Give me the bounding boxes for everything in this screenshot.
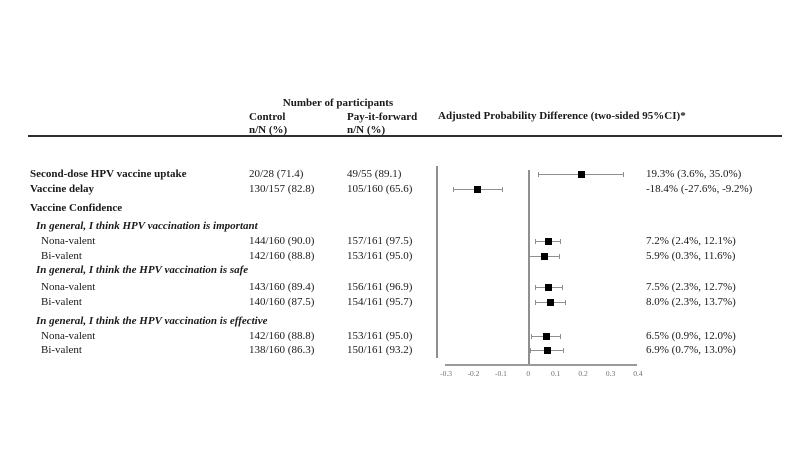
row-label: Vaccine delay <box>30 183 95 195</box>
row-label: Bi-valent <box>41 344 82 356</box>
estimate-marker <box>544 238 552 245</box>
ci-text: 6.5% (0.9%, 12.0%) <box>646 330 736 342</box>
payforward-value: 156/161 (96.9) <box>347 281 413 293</box>
estimate-marker <box>545 284 553 291</box>
zero-reference-line <box>528 170 530 365</box>
payforward-column-subheader: n/N (%) <box>347 124 386 136</box>
plot-left-frame-line <box>436 166 438 358</box>
row-label: Nona-valent <box>41 281 96 293</box>
payforward-column-header: Pay-it-forward <box>347 111 418 123</box>
control-value: 138/160 (86.3) <box>249 344 315 356</box>
estimate-marker <box>577 171 585 178</box>
ci-cap-right <box>559 254 561 259</box>
ci-cap-right <box>562 348 564 353</box>
ci-cap-left <box>534 285 536 290</box>
ci-text: 7.2% (2.4%, 12.1%) <box>646 235 736 247</box>
estimate-marker <box>543 347 551 354</box>
control-value: 130/157 (82.8) <box>249 183 315 195</box>
payforward-value: 105/160 (65.6) <box>347 183 413 195</box>
x-axis-tick-label: 0.1 <box>551 369 561 378</box>
payforward-value: 157/161 (97.5) <box>347 235 413 247</box>
x-axis-tick-label: 0.3 <box>605 369 616 378</box>
ci-text: 19.3% (3.6%, 35.0%) <box>646 168 742 180</box>
control-value: 144/160 (90.0) <box>249 235 315 247</box>
payforward-value: 153/161 (95.0) <box>347 250 413 262</box>
ci-cap-right <box>564 300 566 305</box>
x-axis-tick-label: -0.2 <box>467 369 480 378</box>
ci-cap-right <box>560 239 562 244</box>
estimate-marker <box>474 186 482 193</box>
ci-cap-left <box>530 334 532 339</box>
ci-cap-right <box>502 187 504 192</box>
ci-text: 5.9% (0.3%, 11.6%) <box>646 250 736 262</box>
control-value: 142/160 (88.8) <box>249 250 315 262</box>
ci-text: 8.0% (2.3%, 13.7%) <box>646 296 736 308</box>
control-value: 142/160 (88.8) <box>249 330 315 342</box>
x-axis-tick-label: -0.3 <box>440 369 453 378</box>
ci-cap-right <box>562 285 564 290</box>
estimate-marker <box>546 299 554 306</box>
estimate-marker <box>542 333 550 340</box>
ci-cap-left <box>534 239 536 244</box>
ci-text: 7.5% (2.3%, 12.7%) <box>646 281 736 293</box>
row-label: Nona-valent <box>41 330 96 342</box>
ci-text: 6.9% (0.7%, 13.0%) <box>646 344 736 356</box>
payforward-value: 150/161 (93.2) <box>347 344 413 356</box>
payforward-value: 154/161 (95.7) <box>347 296 413 308</box>
x-axis-tick-label: -0.1 <box>494 369 507 378</box>
estimate-marker <box>540 253 548 260</box>
ci-cap-right <box>560 334 562 339</box>
x-axis-tick-label: 0.4 <box>633 369 643 378</box>
row-label: In general, I think HPV vaccination is i… <box>36 220 258 232</box>
ci-cap-left <box>534 300 536 305</box>
row-label: Bi-valent <box>41 250 82 262</box>
x-axis-tick-label: 0 <box>526 369 531 378</box>
row-label: Second-dose HPV vaccine uptake <box>30 168 187 180</box>
header-rule <box>28 135 782 137</box>
ci-cap-right <box>623 172 625 177</box>
row-label: Vaccine Confidence <box>30 202 123 214</box>
x-axis-tick-label: 0.2 <box>578 369 588 378</box>
plot-title: Adjusted Probability Difference (two-sid… <box>438 110 686 122</box>
row-label: In general, I think the HPV vaccination … <box>36 264 249 276</box>
row-label: Bi-valent <box>41 296 82 308</box>
participants-group-header: Number of participants <box>282 97 394 109</box>
ci-cap-left <box>529 254 531 259</box>
row-label: In general, I think the HPV vaccination … <box>36 315 268 327</box>
ci-cap-left <box>530 348 532 353</box>
control-value: 140/160 (87.5) <box>249 296 315 308</box>
control-column-subheader: n/N (%) <box>249 124 288 136</box>
payforward-value: 153/161 (95.0) <box>347 330 413 342</box>
control-value: 20/28 (71.4) <box>249 168 304 180</box>
ci-cap-left <box>538 172 540 177</box>
row-label: Nona-valent <box>41 235 96 247</box>
payforward-value: 49/55 (89.1) <box>347 168 402 180</box>
ci-cap-left <box>452 187 454 192</box>
ci-text: -18.4% (-27.6%, -9.2%) <box>646 183 753 195</box>
control-column-header: Control <box>249 111 286 123</box>
control-value: 143/160 (89.4) <box>249 281 315 293</box>
x-axis-line <box>445 364 637 366</box>
